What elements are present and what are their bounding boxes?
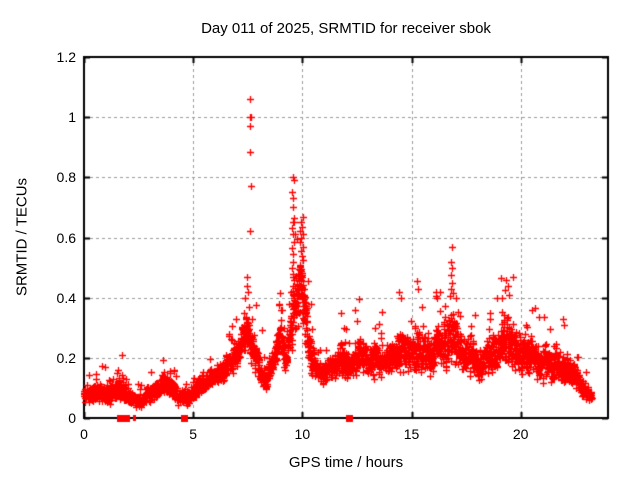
x-tick-label: 20 xyxy=(512,426,529,442)
y-tick-label: 0.2 xyxy=(56,349,76,366)
x-tick-label: 0 xyxy=(80,426,88,442)
x-tick-label: 10 xyxy=(294,426,311,442)
y-tick-label: 0.6 xyxy=(56,229,76,246)
y-tick-label: 0.8 xyxy=(56,169,76,186)
x-tick-label: 15 xyxy=(403,426,420,442)
x-tick-label: 5 xyxy=(189,426,198,442)
y-tick-label: 0 xyxy=(68,410,76,426)
y-tick-label: 0.4 xyxy=(56,289,76,306)
y-tick-label: 1 xyxy=(68,109,76,126)
y-tick-label: 1.2 xyxy=(56,49,76,65)
chart-title: Day 011 of 2025, SRMTID for receiver sbo… xyxy=(201,20,491,37)
x-axis-label: GPS time / hours xyxy=(288,454,404,471)
